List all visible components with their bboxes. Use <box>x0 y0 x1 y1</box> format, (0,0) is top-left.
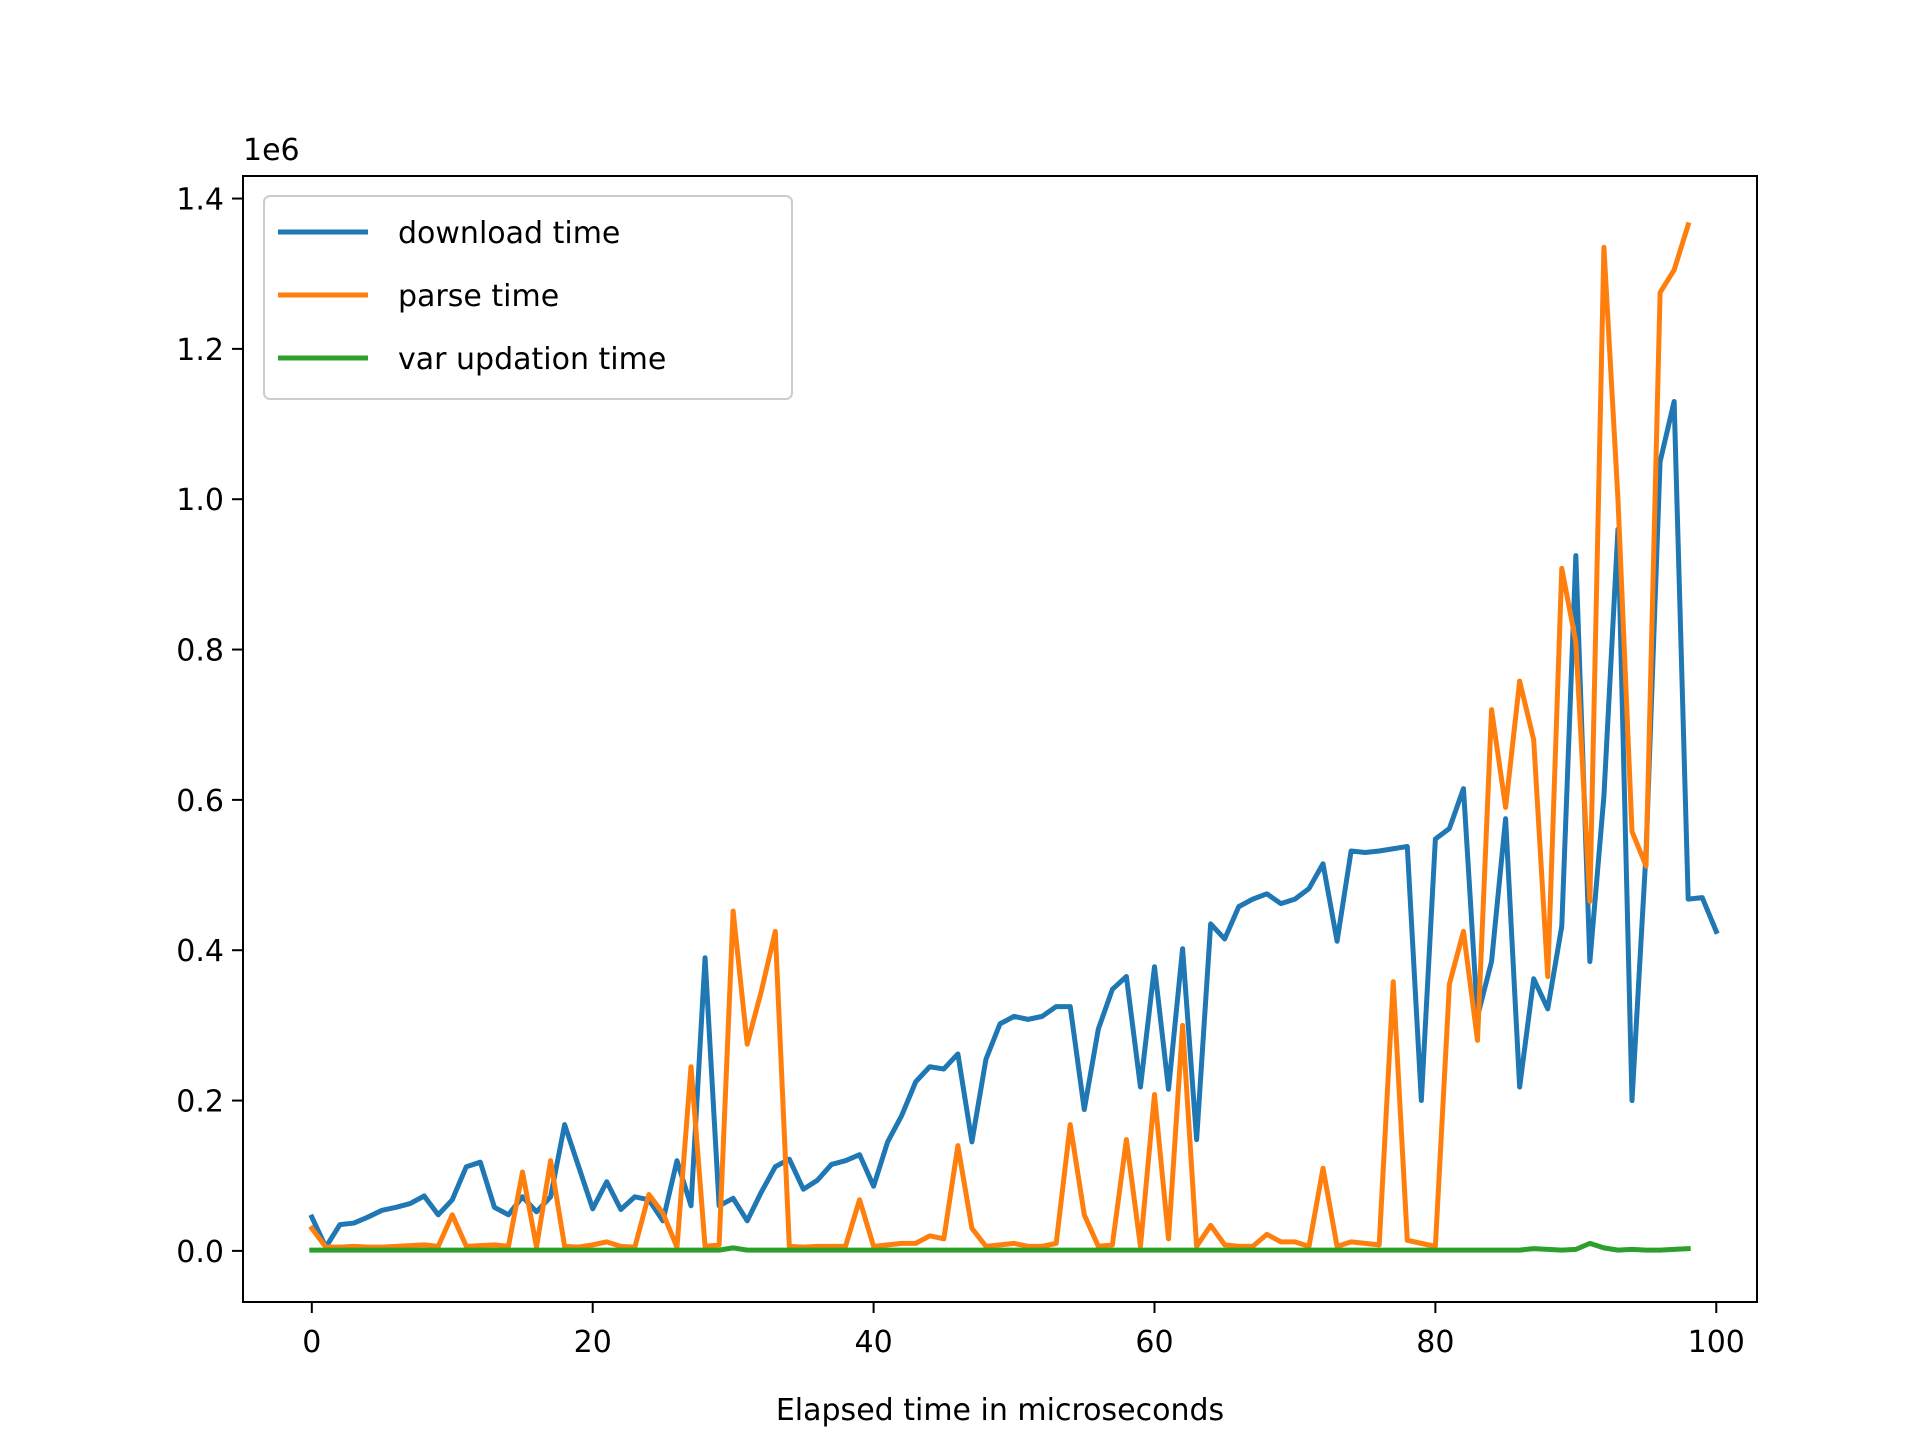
x-tick-label: 20 <box>574 1325 612 1360</box>
x-tick-label: 100 <box>1688 1325 1745 1360</box>
legend: download time parse time var updation time <box>263 195 793 400</box>
x-axis: 0 20 40 60 80 100 <box>302 1302 1745 1360</box>
legend-label: download time <box>398 216 620 251</box>
y-tick-label: 0.0 <box>176 1235 224 1270</box>
series-line-1 <box>308 221 1692 1250</box>
x-tick-label: 60 <box>1135 1325 1173 1360</box>
y-tick-label: 0.6 <box>176 784 224 819</box>
y-tick-label: 1.2 <box>176 333 224 368</box>
legend-label: var updation time <box>398 342 666 377</box>
legend-box <box>263 195 793 400</box>
y-tick-label: 0.8 <box>176 634 224 669</box>
x-tick-label: 40 <box>855 1325 893 1360</box>
y-tick-label: 1.0 <box>176 483 224 518</box>
series-layer <box>308 221 1720 1253</box>
y-axis: 0.0 0.2 0.4 0.6 0.8 1.0 1.2 1.4 <box>176 183 243 1270</box>
series-line-2 <box>309 1240 1691 1253</box>
legend-label: parse time <box>398 279 559 314</box>
y-axis-offset-label: 1e6 <box>243 133 300 168</box>
y-tick-label: 0.4 <box>176 934 224 969</box>
x-tick-label: 0 <box>302 1325 321 1360</box>
x-axis-label: Elapsed time in microseconds <box>776 1393 1224 1428</box>
y-tick-label: 1.4 <box>176 183 224 218</box>
plot-frame <box>242 175 1758 1303</box>
y-tick-label: 0.2 <box>176 1085 224 1120</box>
x-tick-label: 80 <box>1416 1325 1454 1360</box>
